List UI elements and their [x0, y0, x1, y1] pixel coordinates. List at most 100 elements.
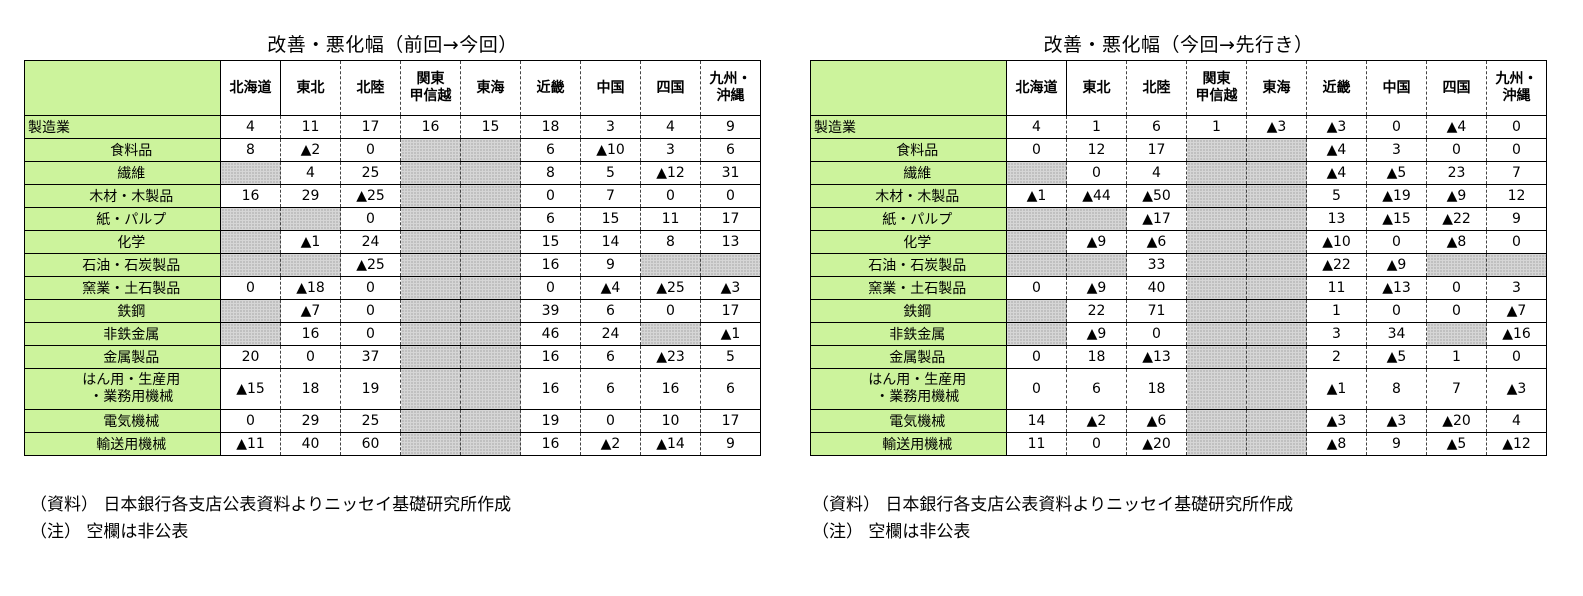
value-cell: ▲9: [1066, 230, 1127, 254]
row-indent: [810, 230, 829, 254]
value-cell: ▲8: [1426, 230, 1487, 254]
row-indent: [24, 368, 43, 410]
table-row: はん用・生産用 ・業務用機械 0 6 18 ▲1 8 7 ▲3: [810, 368, 1547, 410]
table-row: 非鉄金属 16 0 46 24 ▲1: [24, 322, 761, 346]
value-cell: ▲19: [1366, 184, 1427, 208]
value-cell: 16: [520, 345, 581, 369]
undisclosed-cell: [220, 230, 281, 254]
value-cell: ▲3: [1246, 115, 1307, 139]
value-cell: ▲12: [1486, 432, 1547, 456]
row-label: 製造業: [810, 115, 1007, 139]
value-cell: 11: [280, 115, 341, 139]
undisclosed-cell: [1246, 322, 1307, 346]
value-cell: ▲23: [640, 345, 701, 369]
value-cell: 4: [1006, 115, 1067, 139]
value-cell: ▲13: [1366, 276, 1427, 300]
value-cell: 18: [1066, 345, 1127, 369]
undisclosed-cell: [1426, 322, 1487, 346]
undisclosed-cell: [1246, 276, 1307, 300]
value-cell: ▲9: [1426, 184, 1487, 208]
notes-left: （資料） 日本銀行各支店公表資料よりニッセイ基礎研究所作成 （注） 空欄は非公表: [30, 492, 511, 546]
table-row: 金属製品 20 0 37 16 6 ▲23 5: [24, 345, 761, 369]
undisclosed-cell: [460, 409, 521, 433]
value-cell: 6: [1126, 115, 1187, 139]
row-indent: [24, 432, 43, 456]
column-header: 東海: [1246, 60, 1307, 116]
table-row: 鉄鋼 ▲7 0 39 6 0 17: [24, 299, 761, 323]
value-cell: 6: [580, 345, 641, 369]
undisclosed-cell: [400, 161, 461, 185]
row-label: 石油・石炭製品: [828, 253, 1007, 277]
row-indent: [810, 409, 829, 433]
value-cell: 0: [1126, 322, 1187, 346]
undisclosed-cell: [1006, 230, 1067, 254]
value-cell: ▲20: [1126, 432, 1187, 456]
value-cell: 39: [520, 299, 581, 323]
value-cell: 0: [1006, 345, 1067, 369]
table-row: 窯業・土石製品 0 ▲18 0 0 ▲4 ▲25 ▲3: [24, 276, 761, 300]
undisclosed-cell: [460, 368, 521, 410]
row-label: 木材・木製品: [42, 184, 221, 208]
row-indent: [810, 253, 829, 277]
value-cell: 22: [1066, 299, 1127, 323]
blank-note: （注） 空欄は非公表: [30, 522, 189, 542]
table-row: 紙・パルプ ▲17 13 ▲15 ▲22 9: [810, 207, 1547, 231]
value-cell: 33: [1126, 253, 1187, 277]
table-row: 電気機械 0 29 25 19 0 10 17: [24, 409, 761, 433]
value-cell: 18: [280, 368, 341, 410]
value-cell: 0: [1426, 276, 1487, 300]
value-cell: 0: [1066, 432, 1127, 456]
row-indent: [24, 253, 43, 277]
value-cell: 19: [520, 409, 581, 433]
undisclosed-cell: [1006, 207, 1067, 231]
value-cell: 12: [1486, 184, 1547, 208]
row-indent: [24, 207, 43, 231]
undisclosed-cell: [1246, 253, 1307, 277]
table-row: 木材・木製品 ▲1 ▲44 ▲50 5 ▲19 ▲9 12: [810, 184, 1547, 208]
value-cell: 0: [340, 299, 401, 323]
undisclosed-cell: [1186, 184, 1247, 208]
value-cell: 0: [1006, 276, 1067, 300]
value-cell: 0: [1006, 138, 1067, 162]
undisclosed-cell: [460, 138, 521, 162]
value-cell: ▲13: [1126, 345, 1187, 369]
value-cell: 0: [1366, 230, 1427, 254]
value-cell: 11: [640, 207, 701, 231]
column-header: 四国: [1426, 60, 1487, 116]
value-cell: 7: [1486, 161, 1547, 185]
value-cell: ▲2: [1066, 409, 1127, 433]
column-header: 近畿: [520, 60, 581, 116]
value-cell: ▲3: [1306, 115, 1367, 139]
undisclosed-cell: [1486, 253, 1547, 277]
value-cell: 34: [1366, 322, 1427, 346]
value-cell: ▲50: [1126, 184, 1187, 208]
value-cell: ▲3: [1366, 409, 1427, 433]
value-cell: 6: [700, 368, 761, 410]
undisclosed-cell: [1186, 207, 1247, 231]
undisclosed-cell: [1006, 161, 1067, 185]
value-cell: 23: [1426, 161, 1487, 185]
value-cell: 9: [700, 115, 761, 139]
value-cell: ▲44: [1066, 184, 1127, 208]
undisclosed-cell: [1186, 299, 1247, 323]
value-cell: 7: [1426, 368, 1487, 410]
undisclosed-cell: [220, 253, 281, 277]
undisclosed-cell: [280, 207, 341, 231]
table-row: 紙・パルプ 0 6 15 11 17: [24, 207, 761, 231]
value-cell: 37: [340, 345, 401, 369]
row-label: 鉄鋼: [828, 299, 1007, 323]
table-row: 製造業 4 11 17 16 15 18 3 4 9: [24, 115, 761, 139]
value-cell: 16: [520, 368, 581, 410]
value-cell: 0: [220, 409, 281, 433]
column-header: 東北: [1066, 60, 1127, 116]
value-cell: ▲9: [1366, 253, 1427, 277]
undisclosed-cell: [1006, 299, 1067, 323]
row-indent: [24, 409, 43, 433]
row-label: 窯業・土石製品: [42, 276, 221, 300]
value-cell: 17: [340, 115, 401, 139]
table-row: はん用・生産用 ・業務用機械 ▲15 18 19 16 6 16 6: [24, 368, 761, 410]
value-cell: 15: [460, 115, 521, 139]
value-cell: ▲25: [340, 184, 401, 208]
value-cell: 0: [1486, 345, 1547, 369]
row-indent: [24, 161, 43, 185]
